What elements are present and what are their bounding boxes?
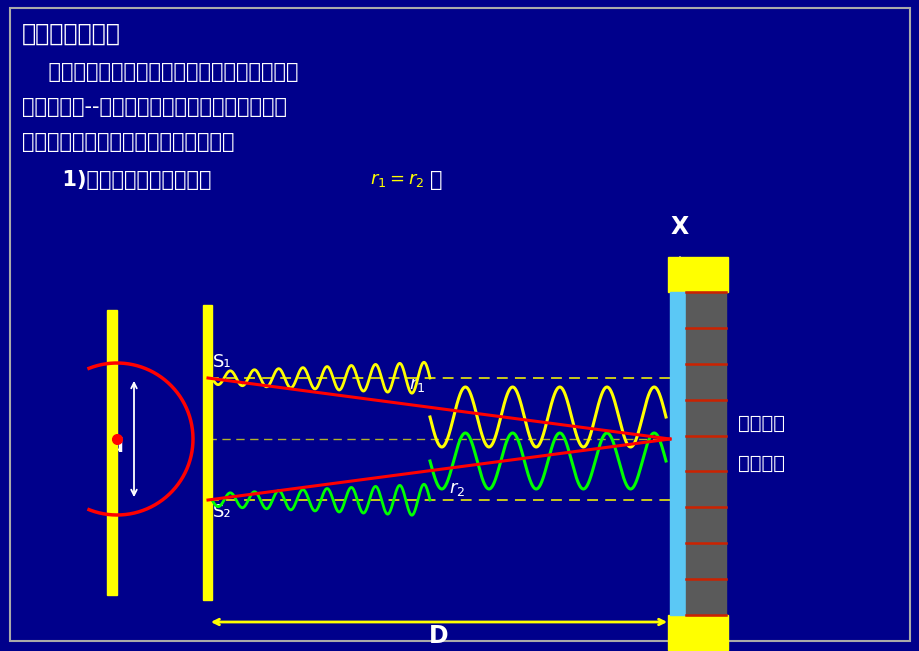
Text: 干涉条纹就越多，时间相干性就越好。: 干涉条纹就越多，时间相干性就越好。 xyxy=(22,132,234,152)
Text: S₂: S₂ xyxy=(213,503,232,521)
Text: 1)两波列的光程差为零（: 1)两波列的光程差为零（ xyxy=(48,170,211,190)
Bar xyxy=(686,292,725,615)
Bar xyxy=(203,305,212,600)
Text: 可产生相: 可产生相 xyxy=(737,414,784,433)
Bar xyxy=(107,310,117,595)
Bar xyxy=(669,292,686,615)
Text: ）: ） xyxy=(429,170,442,190)
Text: D: D xyxy=(429,624,448,648)
Bar xyxy=(667,615,727,650)
Text: $r_1 = r_2$: $r_1 = r_2$ xyxy=(369,171,424,189)
Text: 相干性问题--原子发光时间越长，观察到清楚的: 相干性问题--原子发光时间越长，观察到清楚的 xyxy=(22,97,287,117)
Text: 干叠加。: 干叠加。 xyxy=(737,454,784,473)
Text: $r_1$: $r_1$ xyxy=(409,376,425,393)
Text: 指由原子一次发光所持续的时间来确定的光的: 指由原子一次发光所持续的时间来确定的光的 xyxy=(22,62,298,82)
Text: 二）时间相干性: 二）时间相干性 xyxy=(22,22,120,46)
Text: X: X xyxy=(670,215,688,239)
Text: $r_2$: $r_2$ xyxy=(448,480,465,497)
Text: d: d xyxy=(109,437,123,456)
Text: S₁: S₁ xyxy=(213,353,232,371)
Bar xyxy=(667,257,727,292)
